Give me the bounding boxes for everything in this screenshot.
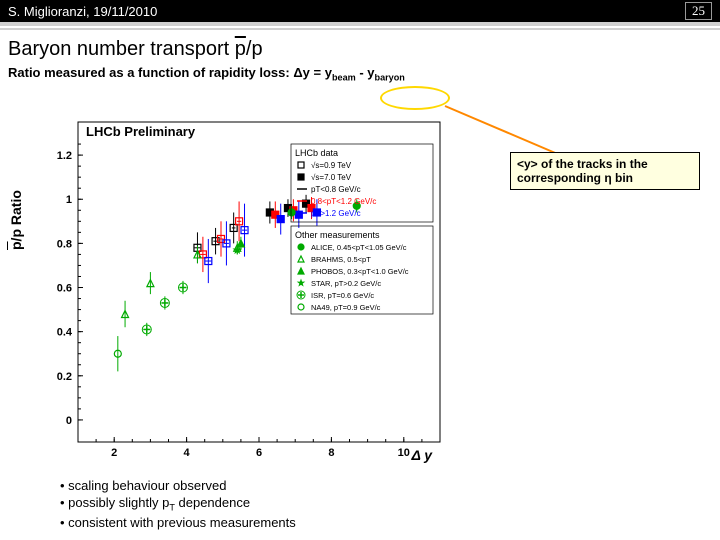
sub-beam: beam	[332, 73, 356, 83]
svg-text:LHCb Preliminary: LHCb Preliminary	[86, 124, 196, 139]
chart-svg: 2 4 6 8 10 0 0.2 0.4 0.6 0.8 1 1.2 Δ y LHCb Prelimina…	[30, 112, 450, 472]
author-date: S. Miglioranzi, 19/11/2010	[8, 4, 157, 19]
y-axis-label: p/p Ratio	[8, 190, 24, 250]
bullet-list: • scaling behaviour observed • possibly …	[60, 478, 296, 532]
svg-text:PHOBOS, 0.3<pT<1.0 GeV/c: PHOBOS, 0.3<pT<1.0 GeV/c	[311, 267, 409, 276]
svg-text:1.2: 1.2	[57, 150, 72, 162]
svg-text:10: 10	[398, 447, 410, 459]
svg-text:pT<0.8 GeV/c: pT<0.8 GeV/c	[311, 185, 361, 194]
divider	[0, 22, 720, 26]
svg-text:8: 8	[328, 447, 334, 459]
svg-text:ALICE, 0.45<pT<1.05 GeV/c: ALICE, 0.45<pT<1.05 GeV/c	[311, 243, 407, 252]
chart: 2 4 6 8 10 0 0.2 0.4 0.6 0.8 1 1.2 Δ y LHCb Prelimina…	[30, 112, 450, 472]
page-number: 25	[685, 2, 712, 20]
svg-text:0.8: 0.8	[57, 238, 72, 250]
divider	[0, 28, 720, 30]
svg-text:0.2: 0.2	[57, 371, 72, 383]
bullet-item: • possibly slightly pT dependence	[60, 495, 296, 513]
svg-text:4: 4	[184, 447, 191, 459]
svg-text:2: 2	[111, 447, 117, 459]
svg-text:BRAHMS, 0.5<pT: BRAHMS, 0.5<pT	[311, 255, 371, 264]
svg-text:NA49, pT=0.9 GeV/c: NA49, pT=0.9 GeV/c	[311, 303, 381, 312]
pbar: p	[235, 38, 246, 60]
svg-text:0.8<pT<1.2 GeV/c: 0.8<pT<1.2 GeV/c	[311, 197, 376, 206]
svg-text:Other measurements: Other measurements	[295, 230, 380, 240]
svg-text:0.4: 0.4	[57, 327, 73, 339]
svg-text:0: 0	[66, 415, 72, 427]
svg-text:STAR, pT>0.2 GeV/c: STAR, pT>0.2 GeV/c	[311, 279, 381, 288]
subtitle-text: - y	[356, 65, 375, 80]
sub-baryon: baryon	[375, 73, 405, 83]
bullet-item: • scaling behaviour observed	[60, 478, 296, 493]
header-bar: S. Miglioranzi, 19/11/2010 25	[0, 0, 720, 22]
title-text: /p	[246, 38, 263, 60]
callout-box: <y> of the tracks in the corresponding η…	[510, 152, 700, 190]
svg-text:1: 1	[66, 194, 72, 206]
slide-title: Baryon number transport p/p	[0, 32, 720, 63]
svg-text:√s=7.0 TeV: √s=7.0 TeV	[311, 173, 352, 182]
svg-text:√s=0.9 TeV: √s=0.9 TeV	[311, 161, 352, 170]
svg-text:Δ y: Δ y	[410, 447, 433, 463]
svg-text:LHCb data: LHCb data	[295, 148, 338, 158]
svg-text:ISR, pT=0.6 GeV/c: ISR, pT=0.6 GeV/c	[311, 291, 374, 300]
title-text: Baryon number transport	[8, 38, 235, 60]
subtitle: Ratio measured as a function of rapidity…	[0, 63, 720, 87]
svg-text:6: 6	[256, 447, 262, 459]
callout-ellipse	[380, 86, 450, 110]
bullet-item: • consistent with previous measurements	[60, 515, 296, 530]
svg-text:pT>1.2 GeV/c: pT>1.2 GeV/c	[311, 209, 361, 218]
svg-text:0.6: 0.6	[57, 283, 72, 295]
subtitle-text: Ratio measured as a function of rapidity…	[8, 65, 332, 80]
